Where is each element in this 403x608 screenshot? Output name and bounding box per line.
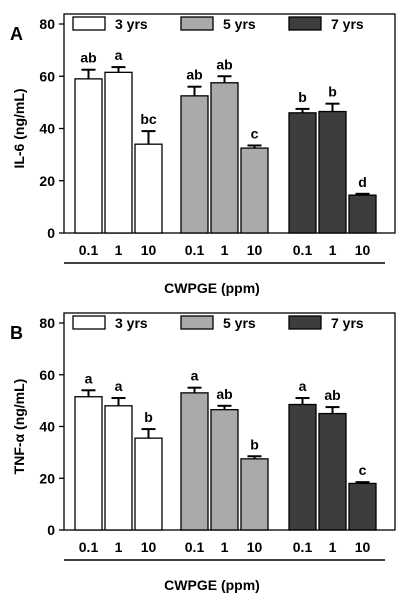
significance-label: ab (216, 386, 232, 402)
legend-swatch (288, 16, 322, 31)
legend-label: 3 yrs (115, 16, 148, 32)
bar (318, 110, 347, 234)
significance-label: ab (186, 67, 202, 83)
x-tick-label: 1 (115, 539, 123, 555)
y-tick-label: 40 (39, 419, 55, 435)
legend-swatch (288, 315, 322, 330)
bar (74, 396, 103, 531)
x-axis-label: CWPGE (ppm) (164, 280, 260, 296)
x-tick-label: 0.1 (79, 242, 99, 258)
significance-label: b (298, 89, 307, 105)
legend-swatch (72, 16, 106, 31)
y-tick-label: 20 (39, 470, 55, 486)
significance-label: b (144, 409, 153, 425)
y-tick-label: 0 (47, 522, 55, 538)
bar (180, 95, 209, 234)
significance-label: a (191, 368, 199, 384)
legend-label: 5 yrs (223, 315, 256, 331)
bar (240, 147, 269, 234)
legend-swatch (72, 315, 106, 330)
significance-label: b (250, 436, 259, 452)
bar (288, 403, 317, 531)
x-tick-label: 1 (329, 539, 337, 555)
legend-label: 5 yrs (223, 16, 256, 32)
legend-label: 3 yrs (115, 315, 148, 331)
significance-label: c (251, 125, 259, 141)
significance-label: bc (140, 111, 157, 127)
y-tick-label: 0 (47, 225, 55, 241)
legend-swatch (180, 315, 214, 330)
x-tick-label: 1 (329, 242, 337, 258)
x-tick-label: 0.1 (293, 539, 313, 555)
x-tick-label: 10 (355, 242, 371, 258)
panel-label: B (10, 323, 23, 343)
y-tick-label: 60 (39, 68, 55, 84)
significance-label: ab (216, 56, 232, 72)
bar (104, 71, 133, 234)
bar (210, 82, 239, 234)
x-tick-label: 0.1 (293, 242, 313, 258)
bar (318, 412, 347, 531)
legend-label: 7 yrs (331, 315, 364, 331)
y-axis-label: IL-6 (ng/mL) (11, 88, 27, 168)
y-tick-label: 60 (39, 367, 55, 383)
significance-label: b (328, 84, 337, 100)
significance-label: a (115, 378, 123, 394)
bar (210, 409, 239, 531)
x-tick-label: 10 (247, 242, 263, 258)
bar (348, 194, 377, 234)
x-tick-label: 0.1 (79, 539, 99, 555)
x-tick-label: 10 (141, 539, 157, 555)
bar (134, 437, 163, 531)
significance-label: ab (80, 50, 96, 66)
x-tick-label: 1 (221, 242, 229, 258)
significance-label: a (115, 47, 123, 63)
x-tick-label: 1 (221, 539, 229, 555)
bar (180, 392, 209, 531)
legend-label: 7 yrs (331, 16, 364, 32)
x-tick-label: 10 (247, 539, 263, 555)
significance-label: ab (324, 387, 340, 403)
bar (74, 78, 103, 234)
x-tick-label: 0.1 (185, 242, 205, 258)
x-tick-label: 10 (141, 242, 157, 258)
y-axis-label: TNF-α (ng/mL) (11, 379, 27, 475)
significance-label: a (299, 378, 307, 394)
x-tick-label: 10 (355, 539, 371, 555)
bar (134, 143, 163, 234)
y-tick-label: 40 (39, 121, 55, 137)
x-tick-label: 1 (115, 242, 123, 258)
panel-label: A (10, 24, 23, 44)
bar (240, 458, 269, 531)
y-tick-label: 80 (39, 16, 55, 32)
significance-label: d (358, 174, 367, 190)
significance-label: a (85, 370, 93, 386)
y-tick-label: 20 (39, 173, 55, 189)
x-tick-label: 0.1 (185, 539, 205, 555)
x-axis-label: CWPGE (ppm) (164, 577, 260, 593)
bar (348, 482, 377, 531)
bar (104, 405, 133, 531)
panel-b: B 0 20 40 60 80 TNF-α (ng/mL) 3 yrs 5 yrs 7 yrs a 0… (10, 312, 396, 593)
y-tick-label: 80 (39, 315, 55, 331)
legend-swatch (180, 16, 214, 31)
bar (288, 112, 317, 234)
significance-label: c (359, 462, 367, 478)
